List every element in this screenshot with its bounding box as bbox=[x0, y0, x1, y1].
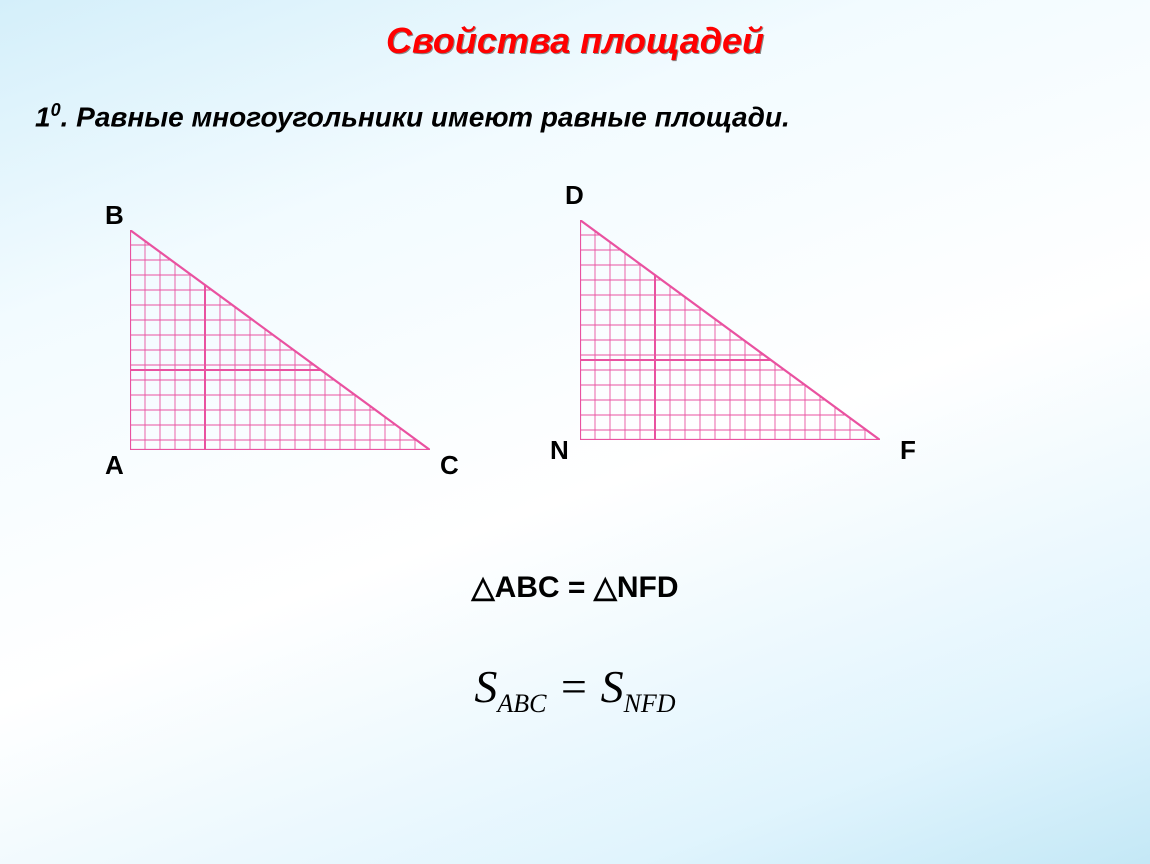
prop-text: . Равные многоугольники имеют равные пло… bbox=[61, 101, 790, 132]
property-text: 10. Равные многоугольники имеют равные п… bbox=[35, 100, 790, 133]
formula2-eq: = bbox=[547, 661, 601, 712]
prop-number-base: 1 bbox=[35, 101, 51, 132]
delta-icon: △ bbox=[471, 571, 494, 604]
formula1-t2: NFD bbox=[617, 571, 679, 604]
congruence-formula: △ABC = △NFD bbox=[0, 570, 1150, 605]
triangle-shape bbox=[580, 220, 880, 440]
vertex-label-N: N bbox=[550, 435, 569, 466]
formula1-eq: = bbox=[560, 571, 594, 604]
vertex-label-D: D bbox=[565, 180, 584, 211]
vertex-label-B: B bbox=[105, 200, 124, 231]
page-title: Свойства площадей bbox=[0, 20, 1150, 62]
vertex-label-C: C bbox=[440, 450, 459, 481]
slide: Свойства площадей 10. Равные многоугольн… bbox=[0, 0, 1150, 864]
triangle-1: BAC bbox=[130, 230, 430, 450]
vertex-label-F: F bbox=[900, 435, 916, 466]
formula2-sub2: NFD bbox=[624, 689, 676, 718]
prop-number-sup: 0 bbox=[51, 100, 61, 120]
vertex-label-A: A bbox=[105, 450, 124, 481]
formula2-s1: S bbox=[474, 661, 497, 712]
area-formula: SABC = SNFD bbox=[0, 660, 1150, 719]
formula2-sub1: ABC bbox=[497, 689, 546, 718]
triangle-shape bbox=[130, 230, 430, 450]
triangle-2: DNF bbox=[580, 220, 880, 440]
formula1-t1: ABC bbox=[495, 571, 560, 604]
delta-icon: △ bbox=[594, 571, 617, 604]
formula2-s2: S bbox=[601, 661, 624, 712]
